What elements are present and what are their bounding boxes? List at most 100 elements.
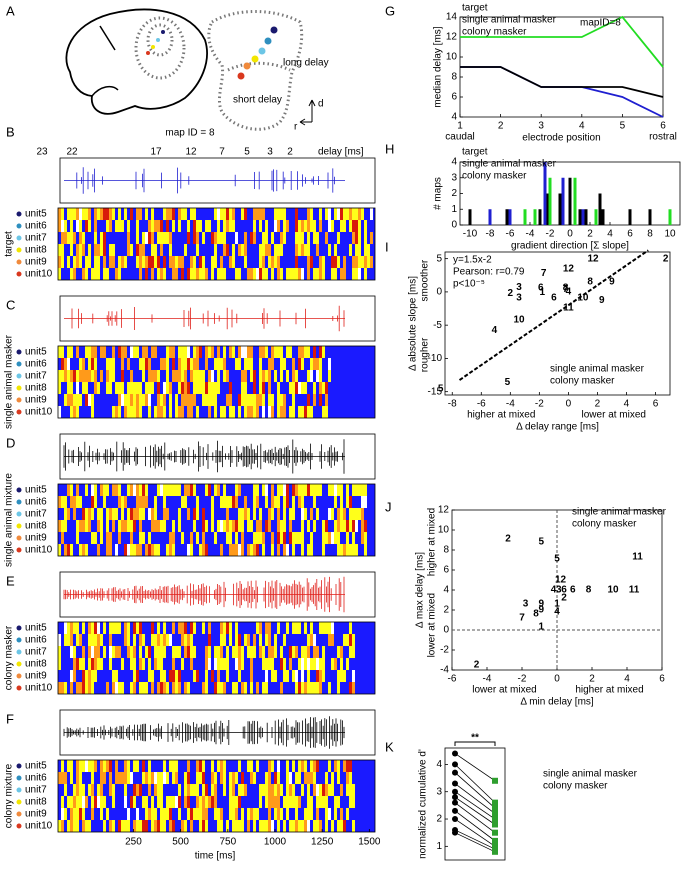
- dot: [492, 837, 498, 844]
- heatmap-cell: [142, 496, 145, 508]
- point-label: 8: [533, 609, 539, 620]
- unit-dot: [16, 499, 22, 505]
- heatmap-cell: [205, 220, 208, 232]
- unit-label: unit6: [25, 359, 47, 370]
- heatmap-cell: [271, 658, 274, 670]
- heatmap-cell: [259, 220, 262, 232]
- heatmap-cell: [109, 760, 112, 772]
- heatmap-cell: [121, 682, 124, 694]
- heatmap-cell: [88, 760, 91, 772]
- heatmap-cell: [199, 220, 202, 232]
- heatmap-cell: [238, 796, 241, 808]
- heatmap-cell: [241, 808, 244, 820]
- heatmap-cell: [307, 634, 310, 646]
- heatmap-cell: [106, 382, 109, 394]
- heatmap-cell: [160, 232, 163, 244]
- heatmap-cell: [100, 760, 103, 772]
- heatmap-cell: [301, 670, 304, 682]
- heatmap-cell: [124, 784, 127, 796]
- pair-line: [454, 818, 496, 847]
- heatmap-cell: [301, 508, 304, 520]
- heatmap-cell: [256, 268, 259, 280]
- heatmap-cell: [139, 496, 142, 508]
- heatmap-cell: [211, 772, 214, 784]
- heatmap-cell: [160, 796, 163, 808]
- heatmap-cell: [151, 520, 154, 532]
- heatmap-cell: [298, 358, 301, 370]
- heatmap-cell: [202, 382, 205, 394]
- heatmap-cell: [139, 244, 142, 256]
- heatmap-cell: [199, 808, 202, 820]
- heatmap-cell: [127, 358, 130, 370]
- waveform: [64, 305, 345, 332]
- heatmap-cell: [193, 232, 196, 244]
- heatmap-cell: [259, 244, 262, 256]
- heatmap-cell: [190, 256, 193, 268]
- heatmap-cell: [325, 232, 328, 244]
- heatmap-cell: [277, 406, 280, 418]
- heatmap-cell: [58, 520, 61, 532]
- heatmap-cell: [94, 646, 97, 658]
- heatmap-cell: [286, 808, 289, 820]
- heatmap-cell: [322, 520, 325, 532]
- heatmap-cell: [247, 760, 250, 772]
- heatmap-cell: [61, 358, 64, 370]
- heatmap-cell: [133, 394, 136, 406]
- heatmap-cell: [244, 370, 247, 382]
- heatmap-cell: [172, 220, 175, 232]
- heatmap-cell: [184, 634, 187, 646]
- heatmap-cell: [223, 244, 226, 256]
- heatmap-cell: [97, 382, 100, 394]
- heatmap-cell: [64, 220, 67, 232]
- heatmap-cell: [175, 772, 178, 784]
- heatmap-cell: [127, 406, 130, 418]
- heatmap-cell: [154, 520, 157, 532]
- heatmap-cell: [181, 268, 184, 280]
- heatmap-cell: [292, 646, 295, 658]
- heatmap-cell: [250, 760, 253, 772]
- heatmap-cell: [352, 820, 355, 832]
- pair-line: [454, 753, 496, 782]
- heatmap-cell: [304, 682, 307, 694]
- heatmap-cell: [295, 208, 298, 220]
- point-label: 9: [609, 277, 615, 288]
- heatmap-cell: [361, 256, 364, 268]
- heatmap-cell: [199, 370, 202, 382]
- heatmap-cell: [253, 496, 256, 508]
- heatmap-cell: [88, 784, 91, 796]
- heatmap-cell: [172, 370, 175, 382]
- heatmap-cell: [331, 220, 334, 232]
- heatmap-cell: [268, 784, 271, 796]
- heatmap-cell: [145, 394, 148, 406]
- heatmap-cell: [85, 544, 88, 556]
- unit-dot: [16, 637, 22, 643]
- unit-label: unit5: [25, 485, 47, 496]
- y-tick-label: 2: [443, 605, 449, 616]
- heatmap-cell: [235, 658, 238, 670]
- heatmap-cell: [130, 382, 133, 394]
- heatmap-cell: [196, 508, 199, 520]
- heatmap-cell: [217, 358, 220, 370]
- heatmap-cell: [310, 634, 313, 646]
- heatmap-cell: [262, 406, 265, 418]
- x-tick-label: -6: [506, 229, 515, 240]
- heatmap-cell: [169, 394, 172, 406]
- heatmap-cell: [208, 406, 211, 418]
- heatmap-cell: [238, 394, 241, 406]
- heatmap-cell: [100, 232, 103, 244]
- heatmap-cell: [256, 394, 259, 406]
- heatmap-cell: [205, 646, 208, 658]
- heatmap-cell: [307, 220, 310, 232]
- heatmap-cell: [172, 622, 175, 634]
- heatmap-cell: [310, 370, 313, 382]
- dot: [452, 750, 458, 757]
- heatmap-cell: [310, 406, 313, 418]
- heatmap-cell: [292, 544, 295, 556]
- heatmap-cell: [157, 622, 160, 634]
- heatmap-cell: [340, 484, 343, 496]
- heatmap-cell: [316, 358, 319, 370]
- heatmap-cell: [310, 208, 313, 220]
- heatmap-cell: [187, 682, 190, 694]
- panel-letter: H: [385, 141, 394, 156]
